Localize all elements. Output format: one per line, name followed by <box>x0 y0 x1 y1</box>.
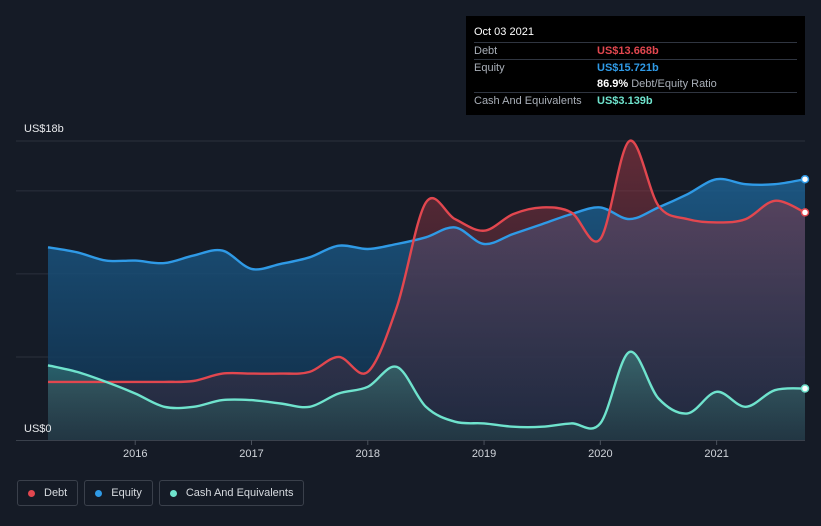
debt-line <box>47 139 806 384</box>
cash-dot-icon <box>169 489 177 497</box>
tooltip-row-cash: Cash And Equivalents US$3.139b <box>474 92 797 109</box>
tooltip-debt-label: Debt <box>474 45 498 57</box>
series-end-markers <box>800 174 810 393</box>
x-tick-label: 2016 <box>123 448 147 460</box>
legend-equity-label: Equity <box>111 487 142 499</box>
equity-dot-icon <box>95 489 103 497</box>
tooltip-row-debt: Debt US$13.668b <box>474 42 797 59</box>
x-tick-label: 2019 <box>472 448 496 460</box>
debt-end-marker <box>800 208 810 217</box>
legend-debt-label: Debt <box>44 487 68 499</box>
tooltip-cash-label: Cash And Equivalents <box>474 95 582 107</box>
cash-line <box>47 350 806 430</box>
tooltip-debt-value: US$13.668b <box>597 45 659 57</box>
x-tick-label: 2020 <box>588 448 612 460</box>
chart-legend: Debt Equity Cash And Equivalents <box>17 480 305 506</box>
x-tick-label: 2018 <box>356 448 380 460</box>
cash-area <box>48 351 805 440</box>
x-tick-label: 2021 <box>704 448 728 460</box>
debt-dot-icon <box>28 489 35 497</box>
y-axis-top-label: US$18b <box>24 123 64 135</box>
series-lines <box>47 139 806 430</box>
equity-line <box>47 177 806 271</box>
legend-item-cash[interactable]: Cash And Equivalents <box>158 480 305 506</box>
equity-end-marker <box>800 174 810 184</box>
tooltip-ratio-value: 86.9% <box>597 78 629 90</box>
tooltip-row-ratio: 86.9% Debt/Equity Ratio <box>474 76 797 92</box>
series-areas <box>48 140 805 441</box>
tooltip-ratio-label: Debt/Equity Ratio <box>631 78 717 90</box>
tooltip-date: Oct 03 2021 <box>474 26 534 38</box>
cash-end-marker <box>800 384 810 393</box>
tooltip-cash-value: US$3.139b <box>597 95 653 107</box>
x-axis-ticks: 2016 2017 2018 2019 2020 2021 <box>123 440 729 460</box>
x-tick-label: 2017 <box>239 448 263 460</box>
tooltip-equity-label: Equity <box>474 62 505 74</box>
legend-item-equity[interactable]: Equity <box>84 480 153 506</box>
debt-area <box>48 140 805 440</box>
legend-cash-label: Cash And Equivalents <box>185 487 294 499</box>
y-axis-bottom-label: US$0 <box>24 423 52 435</box>
legend-item-debt[interactable]: Debt <box>17 480 79 506</box>
tooltip-equity-value: US$15.721b <box>597 62 659 74</box>
data-tooltip: Oct 03 2021 Debt US$13.668b Equity US$15… <box>466 16 805 115</box>
tooltip-row-equity: Equity US$15.721b <box>474 59 797 76</box>
